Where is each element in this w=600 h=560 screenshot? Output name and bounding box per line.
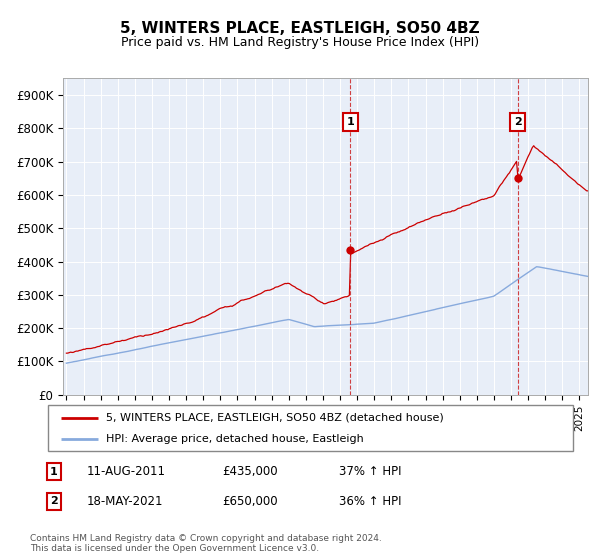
Text: Price paid vs. HM Land Registry's House Price Index (HPI): Price paid vs. HM Land Registry's House …	[121, 36, 479, 49]
Text: 5, WINTERS PLACE, EASTLEIGH, SO50 4BZ: 5, WINTERS PLACE, EASTLEIGH, SO50 4BZ	[120, 21, 480, 36]
Text: 1: 1	[50, 466, 58, 477]
Text: 5, WINTERS PLACE, EASTLEIGH, SO50 4BZ (detached house): 5, WINTERS PLACE, EASTLEIGH, SO50 4BZ (d…	[106, 413, 443, 423]
Text: 36% ↑ HPI: 36% ↑ HPI	[339, 494, 401, 508]
Text: 37% ↑ HPI: 37% ↑ HPI	[339, 465, 401, 478]
Text: £650,000: £650,000	[222, 494, 278, 508]
Text: 1: 1	[346, 116, 354, 127]
Text: 2: 2	[514, 116, 521, 127]
Text: HPI: Average price, detached house, Eastleigh: HPI: Average price, detached house, East…	[106, 435, 364, 444]
FancyBboxPatch shape	[48, 405, 573, 451]
Text: £435,000: £435,000	[222, 465, 278, 478]
Text: Contains HM Land Registry data © Crown copyright and database right 2024.
This d: Contains HM Land Registry data © Crown c…	[30, 534, 382, 553]
Text: 18-MAY-2021: 18-MAY-2021	[87, 494, 163, 508]
Text: 11-AUG-2011: 11-AUG-2011	[87, 465, 166, 478]
Text: 2: 2	[50, 496, 58, 506]
